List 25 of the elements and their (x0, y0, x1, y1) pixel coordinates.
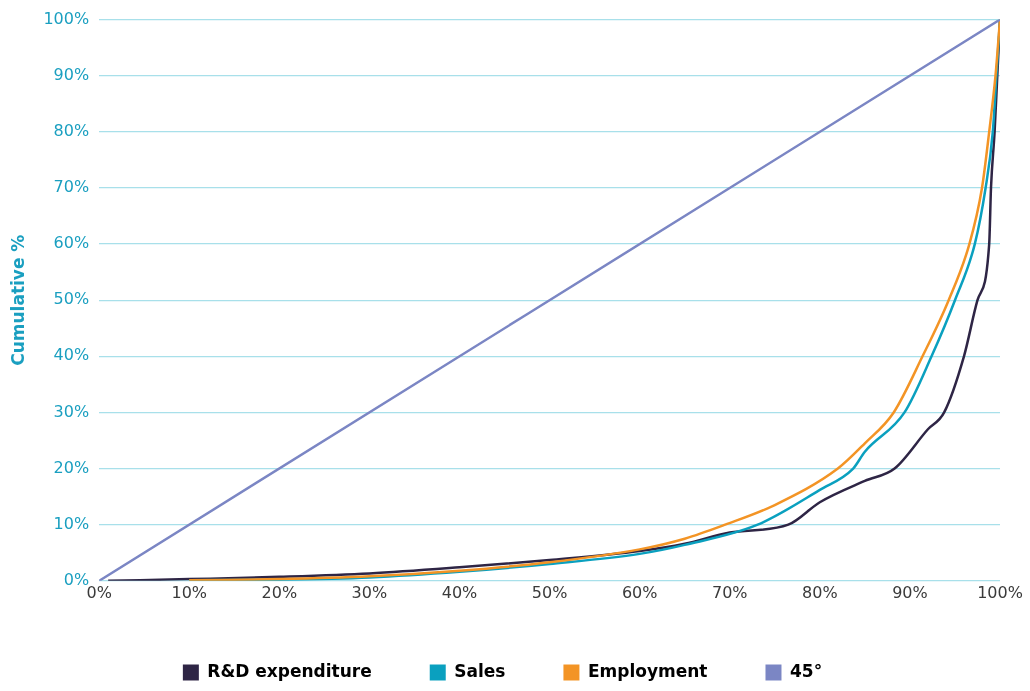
y-tick-label: 30% (53, 401, 90, 421)
x-tick-label: 70% (711, 582, 748, 602)
y-tick-label: 10% (53, 513, 90, 533)
y-tick-label: 20% (53, 457, 90, 477)
y-tick-label: 60% (53, 233, 90, 253)
y-tick-label: 100% (43, 8, 90, 28)
x-tick-label: 50% (531, 582, 568, 602)
y-axis-title: Cumulative % (7, 234, 28, 366)
y-tick-label: 40% (53, 345, 90, 365)
legend-label: 45° (789, 660, 823, 681)
x-tick-label: 90% (892, 582, 928, 602)
x-tick-label: 60% (621, 582, 658, 602)
x-tick-label: 30% (351, 582, 388, 602)
x-tick-label: 20% (261, 582, 298, 602)
legend-label: Employment (587, 660, 708, 681)
y-tick-label: 50% (53, 289, 90, 309)
y-tick-label: 70% (53, 177, 90, 197)
y-tick-label: 90% (53, 64, 90, 84)
x-tick-label: 10% (171, 582, 208, 602)
legend-label: Sales (454, 660, 506, 681)
x-tick-label: 80% (802, 582, 838, 602)
y-tick-label: 80% (53, 121, 90, 140)
legend-label: R&D expenditure (207, 660, 372, 681)
x-tick-label: 100% (977, 582, 1023, 602)
x-tick-label: 40% (441, 582, 478, 602)
